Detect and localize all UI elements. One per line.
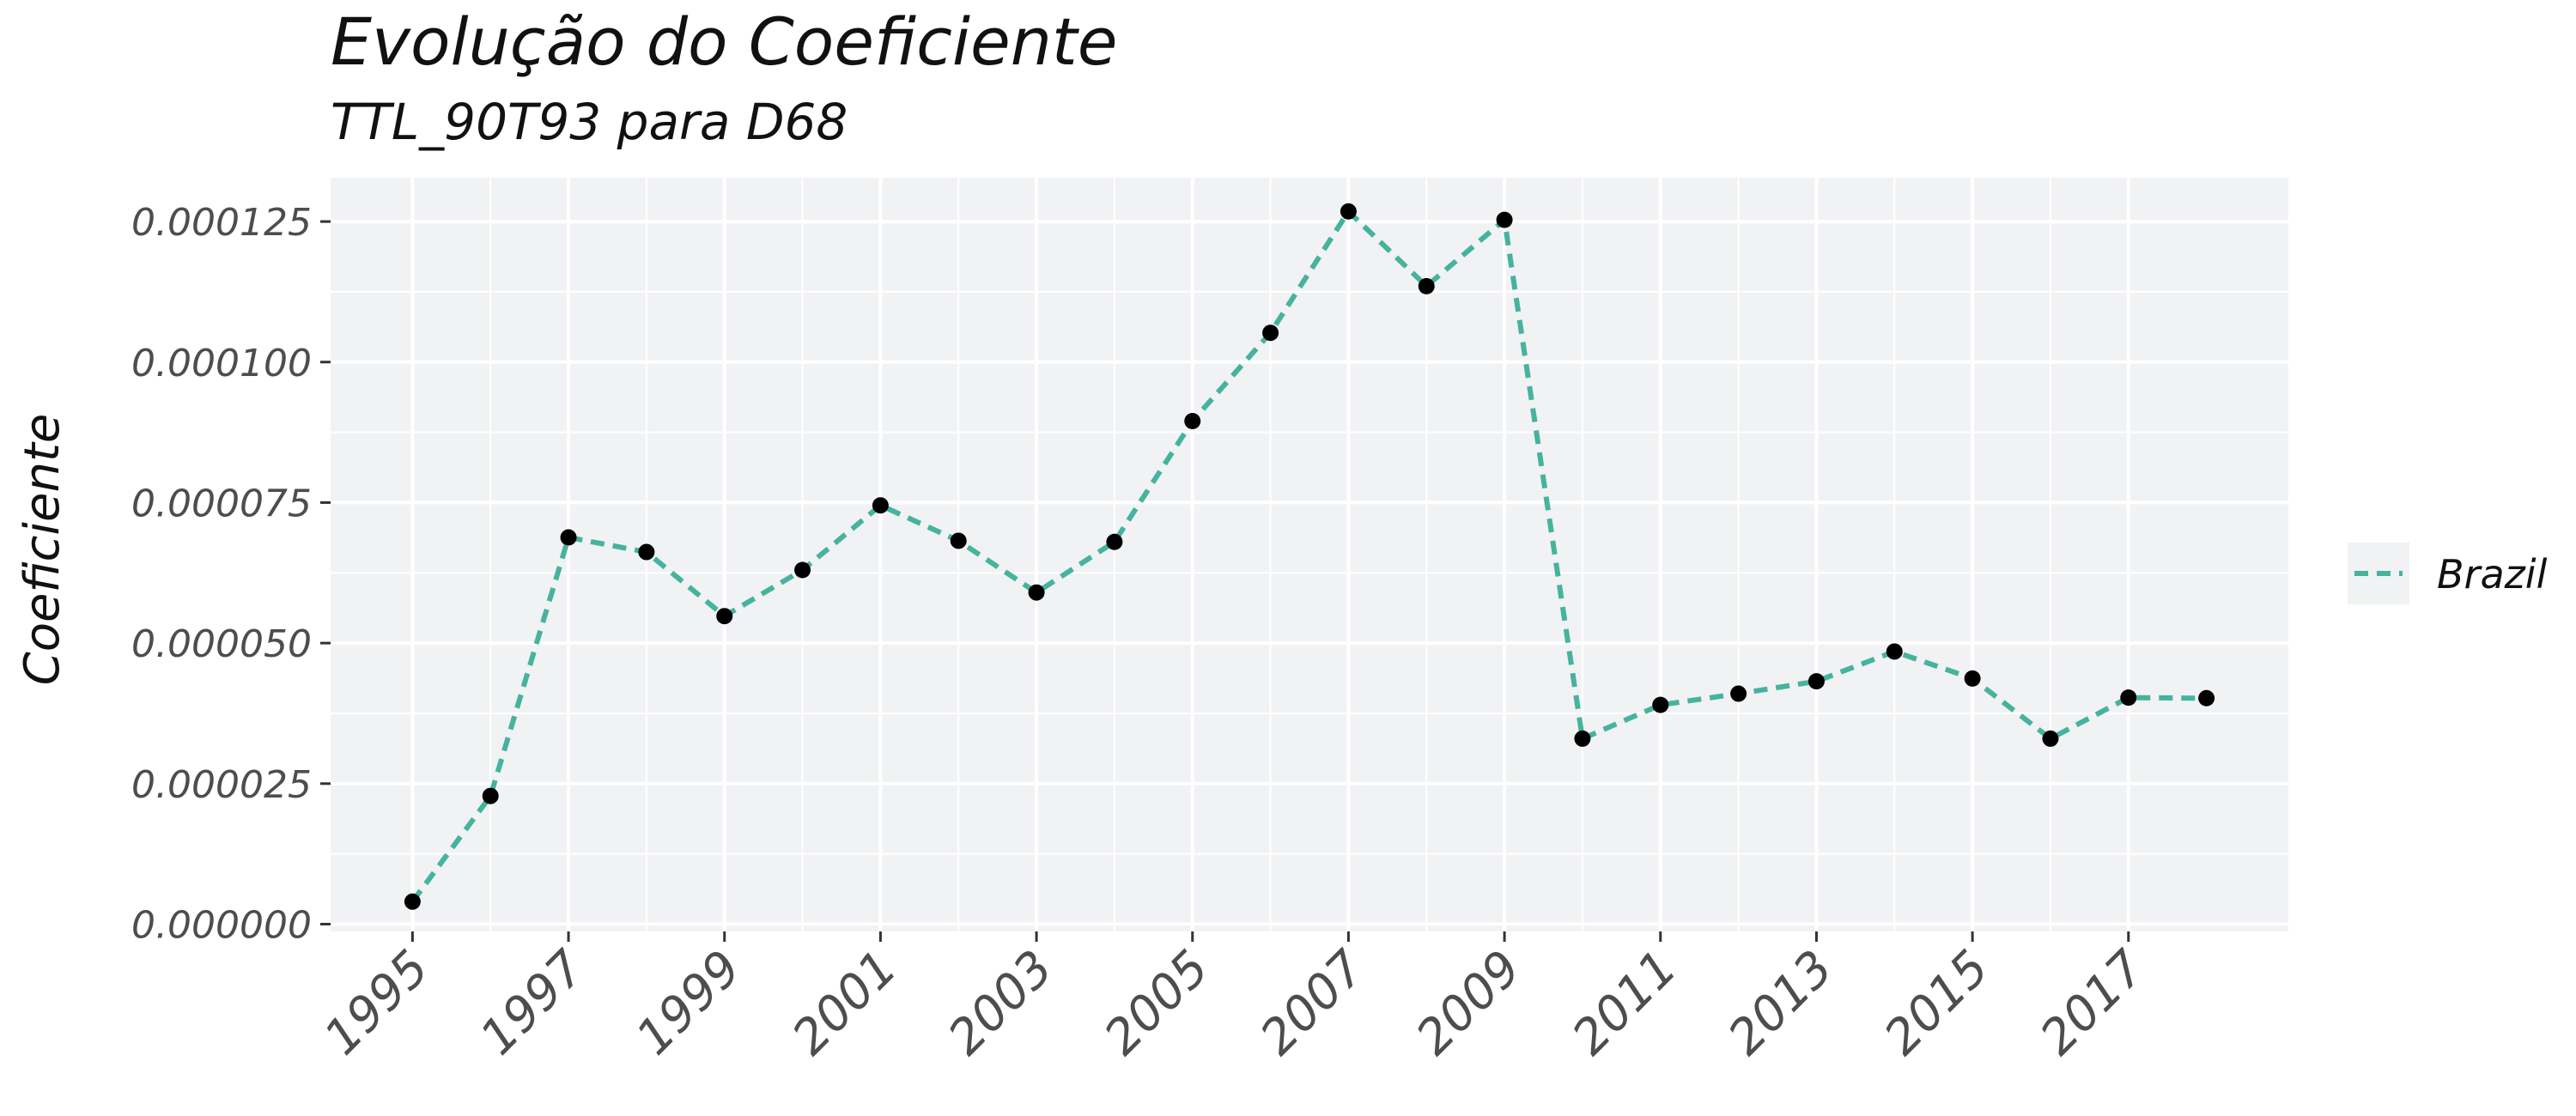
x-tick-label: 1997	[470, 940, 596, 1066]
x-tick-label: 2007	[1250, 940, 1376, 1066]
y-tick-label: 0.000050	[131, 622, 312, 666]
chart-title: Evolução do Coeficiente	[331, 3, 1118, 80]
legend: Brazil	[2348, 543, 2548, 604]
data-point	[482, 787, 499, 804]
grid-minor	[331, 178, 2288, 931]
x-tick-label: 2001	[782, 940, 908, 1066]
y-tick-label: 0.000025	[131, 763, 312, 807]
chart-subtitle: TTL_90T93 para D68	[331, 93, 848, 151]
data-point	[1730, 685, 1747, 702]
data-point	[404, 893, 421, 910]
data-point	[794, 561, 811, 579]
legend-label-brazil: Brazil	[2437, 551, 2548, 597]
x-tick-label: 2005	[1094, 940, 1220, 1066]
data-point	[1184, 413, 1201, 430]
data-point	[1886, 643, 1903, 660]
data-point	[1106, 533, 1123, 550]
data-point	[1652, 696, 1669, 713]
x-tick-label: 2011	[1562, 940, 1688, 1066]
data-point	[2120, 689, 2137, 707]
x-tick-label: 2013	[1718, 940, 1844, 1066]
data-point	[1418, 277, 1435, 294]
series-line-brazil	[410, 209, 2207, 904]
data-point	[638, 543, 655, 561]
data-point	[1262, 324, 1279, 342]
y-axis: 0.000000 0.000025 0.000050 0.000075 0.000100…	[131, 201, 331, 947]
data-point	[950, 532, 967, 549]
x-tick-label: 2015	[1874, 940, 2000, 1066]
plot-panel	[331, 178, 2288, 931]
x-tick-label: 1999	[626, 940, 752, 1066]
data-point	[2198, 689, 2215, 707]
data-point	[1964, 670, 1981, 687]
x-tick-label: 1995	[314, 940, 440, 1066]
y-tick-label: 0.000075	[131, 482, 312, 525]
grid-major	[331, 178, 2288, 931]
y-tick-label: 0.000000	[131, 903, 312, 947]
data-point	[2042, 730, 2059, 747]
data-point	[1574, 730, 1591, 747]
y-axis-title: Coeficiente	[15, 414, 70, 686]
x-axis: 1995 1997 1999 2001 2003 2005 2007 2009 2011 2013…	[314, 931, 2156, 1066]
x-tick-label: 2017	[2030, 940, 2156, 1066]
data-point	[560, 529, 577, 546]
data-point	[716, 608, 733, 625]
data-point	[872, 497, 889, 514]
data-point	[1340, 203, 1357, 220]
series-layer	[404, 203, 2215, 910]
y-tick-label: 0.000100	[131, 342, 312, 385]
x-tick-label: 2009	[1406, 940, 1532, 1066]
data-point	[1807, 673, 1825, 690]
y-tick-label: 0.000125	[131, 201, 312, 245]
x-tick-label: 2003	[938, 940, 1064, 1066]
data-point	[1028, 584, 1045, 601]
data-point	[1496, 211, 1513, 228]
